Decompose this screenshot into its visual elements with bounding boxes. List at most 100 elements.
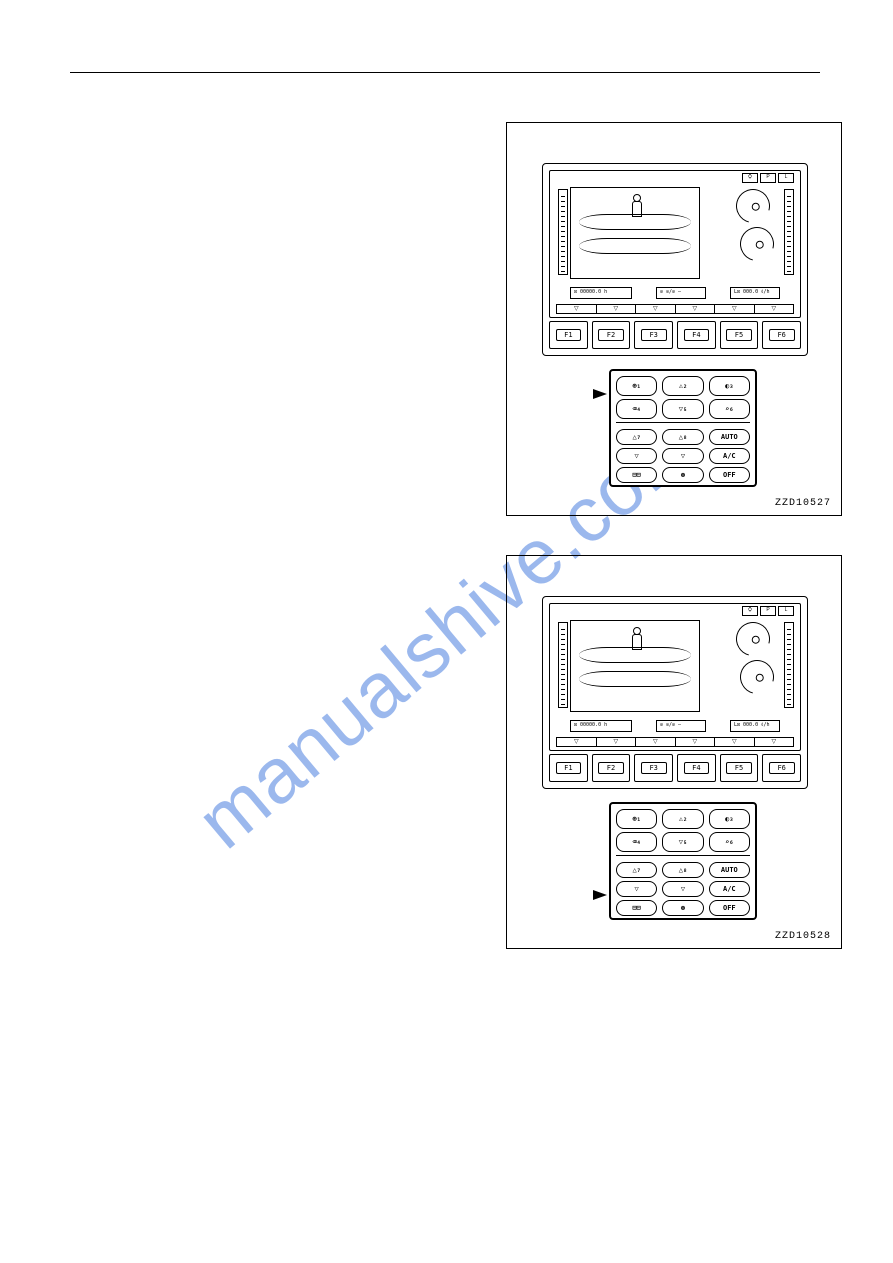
- softkey-row: ▽ ▽ ▽ ▽ ▽ ▽: [556, 737, 794, 747]
- f3-button[interactable]: F3: [641, 762, 667, 774]
- key-fan[interactable]: ⊛: [662, 467, 703, 483]
- status-icon: L: [778, 606, 794, 616]
- gauge-fuel: [734, 654, 780, 700]
- hours-counter: ⊡ 00000.0 h: [570, 287, 632, 299]
- softkey-arrow: ▽: [556, 304, 596, 314]
- key-off[interactable]: OFF: [709, 900, 750, 916]
- key-down-2[interactable]: ▽: [662, 448, 703, 464]
- key-5[interactable]: ▽₅: [662, 832, 703, 852]
- control-keypad: ⊕₁ ⚠₂ ◐₃ ⌫₄ ▽₅ ⌕₆ △₇ △₈ AUTO ▽ ▽ A/C ⊟⊟ …: [609, 802, 757, 920]
- f4-button[interactable]: F4: [684, 329, 710, 341]
- status-icon: P: [760, 606, 776, 616]
- f2-button[interactable]: F2: [598, 329, 624, 341]
- key-auto[interactable]: AUTO: [709, 862, 750, 878]
- pointer-arrow-icon: [593, 389, 607, 399]
- key-vent[interactable]: ⊟⊟: [616, 467, 657, 483]
- softkey-row: ▽ ▽ ▽ ▽ ▽ ▽: [556, 304, 794, 314]
- key-down-1[interactable]: ▽: [616, 448, 657, 464]
- softkey-arrow: ▽: [635, 737, 675, 747]
- f4-button[interactable]: F4: [684, 762, 710, 774]
- softkey-arrow: ▽: [675, 304, 715, 314]
- key-down-1[interactable]: ▽: [616, 881, 657, 897]
- softkey-arrow: ▽: [754, 737, 795, 747]
- softkey-arrow: ▽: [714, 737, 754, 747]
- key-3[interactable]: ◐₃: [709, 376, 750, 396]
- camera-view: [570, 620, 700, 712]
- gauge-temp: [730, 616, 776, 662]
- key-down-2[interactable]: ▽: [662, 881, 703, 897]
- header-rule: [70, 72, 820, 73]
- f1-button[interactable]: F1: [556, 329, 582, 341]
- key-ac[interactable]: A/C: [709, 881, 750, 897]
- softkey-arrow: ▽: [675, 737, 715, 747]
- key-up-2[interactable]: △₈: [662, 429, 703, 445]
- info-strip: ⊡ 00000.0 h ⊘ ⊙/⊘ — L⊡ 000.0 ℓ/h: [570, 287, 780, 299]
- key-1[interactable]: ⊕₁: [616, 376, 657, 396]
- key-up-1[interactable]: △₇: [616, 429, 657, 445]
- fuel-rate: L⊡ 000.0 ℓ/h: [730, 720, 780, 732]
- status-icon: ⛭: [742, 606, 758, 616]
- control-keypad: ⊕₁ ⚠₂ ◐₃ ⌫₄ ▽₅ ⌕₆ △₇ △₈ AUTO ▽ ▽ A/C ⊟⊟ …: [609, 369, 757, 487]
- key-4[interactable]: ⌫₄: [616, 399, 657, 419]
- key-up-2[interactable]: △₈: [662, 862, 703, 878]
- f6-button[interactable]: F6: [769, 762, 795, 774]
- gauges-area: [706, 189, 782, 275]
- monitor-panel: ⛭ P L ⊡ 00000.0 h ⊘ ⊙/⊘ — L⊡ 000.0 ℓ/h ▽…: [542, 596, 808, 789]
- gauge-fuel: [734, 221, 780, 267]
- mode-display: ⊘ ⊙/⊘ —: [656, 720, 706, 732]
- key-off[interactable]: OFF: [709, 467, 750, 483]
- left-bar-gauge: [558, 189, 568, 275]
- key-vent[interactable]: ⊟⊟: [616, 900, 657, 916]
- keypad-separator: [616, 855, 750, 859]
- f6-button[interactable]: F6: [769, 329, 795, 341]
- figure-1: ⛭ P L ⊡ 00000.0 h ⊘ ⊙/⊘ — L⊡ 000.0 ℓ/h ▽…: [506, 122, 842, 516]
- fuel-rate: L⊡ 000.0 ℓ/h: [730, 287, 780, 299]
- hours-counter: ⊡ 00000.0 h: [570, 720, 632, 732]
- key-4[interactable]: ⌫₄: [616, 832, 657, 852]
- mode-display: ⊘ ⊙/⊘ —: [656, 287, 706, 299]
- keypad-separator: [616, 422, 750, 426]
- f2-button[interactable]: F2: [598, 762, 624, 774]
- key-2[interactable]: ⚠₂: [662, 376, 703, 396]
- softkey-arrow: ▽: [556, 737, 596, 747]
- status-icon: P: [760, 173, 776, 183]
- f3-button[interactable]: F3: [641, 329, 667, 341]
- f5-button[interactable]: F5: [726, 762, 752, 774]
- key-up-1[interactable]: △₇: [616, 862, 657, 878]
- right-bar-gauge: [784, 622, 794, 708]
- figure-label: ZZD10528: [775, 931, 831, 942]
- gauges-area: [706, 622, 782, 708]
- key-ac[interactable]: A/C: [709, 448, 750, 464]
- left-bar-gauge: [558, 622, 568, 708]
- key-fan[interactable]: ⊛: [662, 900, 703, 916]
- softkey-arrow: ▽: [635, 304, 675, 314]
- status-icons: ⛭ P L: [742, 606, 794, 616]
- pointer-arrow-icon: [593, 890, 607, 900]
- softkey-arrow: ▽: [596, 304, 636, 314]
- status-icons: ⛭ P L: [742, 173, 794, 183]
- softkey-arrow: ▽: [754, 304, 795, 314]
- key-2[interactable]: ⚠₂: [662, 809, 703, 829]
- camera-view: [570, 187, 700, 279]
- key-5[interactable]: ▽₅: [662, 399, 703, 419]
- f5-button[interactable]: F5: [726, 329, 752, 341]
- status-icon: L: [778, 173, 794, 183]
- function-key-row: F1 F2 F3 F4 F5 F6: [549, 754, 801, 782]
- key-3[interactable]: ◐₃: [709, 809, 750, 829]
- key-6[interactable]: ⌕₆: [709, 399, 750, 419]
- softkey-arrow: ▽: [596, 737, 636, 747]
- key-auto[interactable]: AUTO: [709, 429, 750, 445]
- key-6[interactable]: ⌕₆: [709, 832, 750, 852]
- key-1[interactable]: ⊕₁: [616, 809, 657, 829]
- function-key-row: F1 F2 F3 F4 F5 F6: [549, 321, 801, 349]
- info-strip: ⊡ 00000.0 h ⊘ ⊙/⊘ — L⊡ 000.0 ℓ/h: [570, 720, 780, 732]
- screen: ⛭ P L ⊡ 00000.0 h ⊘ ⊙/⊘ — L⊡ 000.0 ℓ/h ▽…: [549, 170, 801, 318]
- person-icon: [629, 627, 643, 651]
- softkey-arrow: ▽: [714, 304, 754, 314]
- figure-label: ZZD10527: [775, 498, 831, 509]
- monitor-panel: ⛭ P L ⊡ 00000.0 h ⊘ ⊙/⊘ — L⊡ 000.0 ℓ/h ▽…: [542, 163, 808, 356]
- f1-button[interactable]: F1: [556, 762, 582, 774]
- gauge-temp: [730, 183, 776, 229]
- status-icon: ⛭: [742, 173, 758, 183]
- person-icon: [629, 194, 643, 218]
